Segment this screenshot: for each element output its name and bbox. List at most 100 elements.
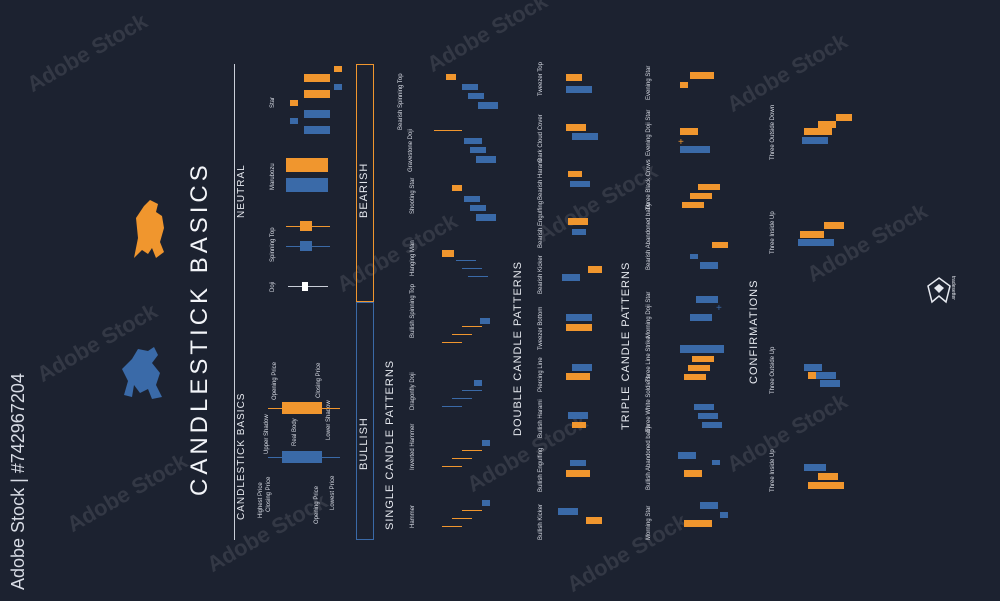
candle (588, 266, 602, 273)
candle-wick (442, 406, 462, 407)
candle (566, 124, 586, 131)
marubozu-body (286, 158, 328, 172)
section-triple: TRIPLE CANDLE PATTERNS (620, 261, 632, 430)
label-bullish-kicker: Bullish Kicker (538, 503, 544, 540)
watermark: Adobe Stock (722, 28, 852, 118)
candle (570, 460, 586, 466)
label-three-white-soldiers: Three White Soldiers (646, 375, 652, 432)
candle (442, 250, 454, 257)
candle (698, 184, 720, 190)
candle-wick (452, 458, 472, 459)
section-neutral: NEUTRAL (236, 164, 247, 218)
label-upper-shadow: Upper Shadow (264, 414, 270, 454)
candle (804, 464, 826, 471)
candle (808, 482, 844, 489)
candle (568, 412, 588, 419)
candle (696, 296, 718, 303)
candle (680, 82, 688, 88)
brand-logo-icon (927, 277, 951, 304)
label-gravestone-doji: Gravestone Doji (408, 128, 414, 172)
candle (682, 202, 704, 208)
candle (694, 404, 714, 410)
page-title: CANDLESTICK BASICS (186, 161, 213, 496)
label-evening-star: Evening Star (646, 65, 652, 100)
divider (234, 64, 235, 540)
candle-wick (452, 398, 472, 399)
label-morning-star: Morning Star (646, 505, 652, 540)
label-bearish-harami: Bearish Harami (538, 158, 544, 200)
bullish-box (356, 302, 374, 540)
candle-wick (462, 450, 482, 451)
candle (470, 205, 486, 211)
candle (586, 517, 602, 524)
label-three-outside-down: Three Outside Down (770, 104, 776, 160)
candle (572, 133, 598, 140)
candle-wick (468, 276, 488, 277)
candle (478, 102, 498, 109)
candle (562, 274, 580, 281)
label-three-inside-up: Three Inside Up (770, 449, 776, 492)
section-basics: CANDLESTICK BASICS (236, 392, 247, 520)
star-body (334, 66, 342, 72)
label-highest-price: Highest Price (258, 482, 264, 518)
watermark: Adobe Stock (562, 508, 692, 598)
label-bullish-harami: Bullish Harami (538, 399, 544, 438)
watermark: Adobe Stock (532, 158, 662, 248)
candle (700, 262, 718, 269)
candle (690, 72, 714, 79)
bull-candle-body (282, 451, 322, 463)
candle (572, 229, 586, 235)
candle-wick (462, 326, 482, 327)
label-opening-price-top: Opening Price (272, 361, 278, 400)
label-bearish-abandoned-baby: Bearish Abandoned baby (646, 202, 652, 270)
candle (712, 460, 720, 465)
section-bullish: BULLISH (358, 417, 370, 470)
candle (800, 231, 824, 238)
candle (798, 239, 834, 246)
label-dark-cloud-cover: Dark Cloud Cover (538, 114, 544, 162)
candle-wick (456, 260, 476, 261)
label-bearish-spinning-top: Bearish Spinning Top (398, 73, 404, 130)
bull-icon (122, 347, 162, 399)
candle (476, 156, 496, 163)
label-bearish-kicker: Bearish Kicker (538, 255, 544, 294)
label-lowest-price: Lowest Price (330, 475, 336, 510)
candle (464, 196, 480, 202)
candle (474, 380, 482, 386)
label-doji: Doji (270, 281, 276, 292)
label-bullish-abandoned-baby: Bullish Abandoned baby (646, 425, 652, 490)
candle (568, 171, 582, 177)
candle (470, 147, 486, 153)
candle (464, 138, 482, 144)
candle (680, 128, 698, 135)
doji-cross-icon: + (678, 137, 684, 148)
candle (570, 181, 590, 187)
watermark: Adobe Stock (62, 448, 192, 538)
candle (482, 440, 490, 446)
label-bearish-engulfing: Bearish Engulfing (538, 200, 544, 248)
bear-icon (134, 200, 164, 258)
candle (678, 452, 696, 459)
label-spinning-top: Spinning Top (270, 227, 276, 262)
label-marubozu: Marubozu (270, 163, 276, 190)
star-body (304, 90, 330, 98)
candle (720, 512, 728, 518)
candle-wick (442, 526, 462, 527)
label-closing-price-left: Closing Price (266, 476, 272, 512)
label-three-outside-up: Three Outside Up (770, 346, 776, 394)
watermark: Adobe Stock (722, 388, 852, 478)
doji-cross-icon: + (716, 303, 722, 314)
brand-logo-text: tradesetter (950, 276, 956, 300)
candle (690, 254, 698, 259)
candle (702, 422, 722, 428)
candle-wick (434, 130, 462, 131)
candle (566, 74, 582, 81)
label-shooting-star: Shooting Star (410, 177, 416, 214)
candle (566, 314, 592, 321)
candle (688, 365, 710, 371)
spinning-top-body (300, 241, 312, 251)
candle (700, 502, 718, 509)
candle (572, 364, 592, 371)
candle (820, 380, 840, 387)
candle (572, 422, 586, 428)
